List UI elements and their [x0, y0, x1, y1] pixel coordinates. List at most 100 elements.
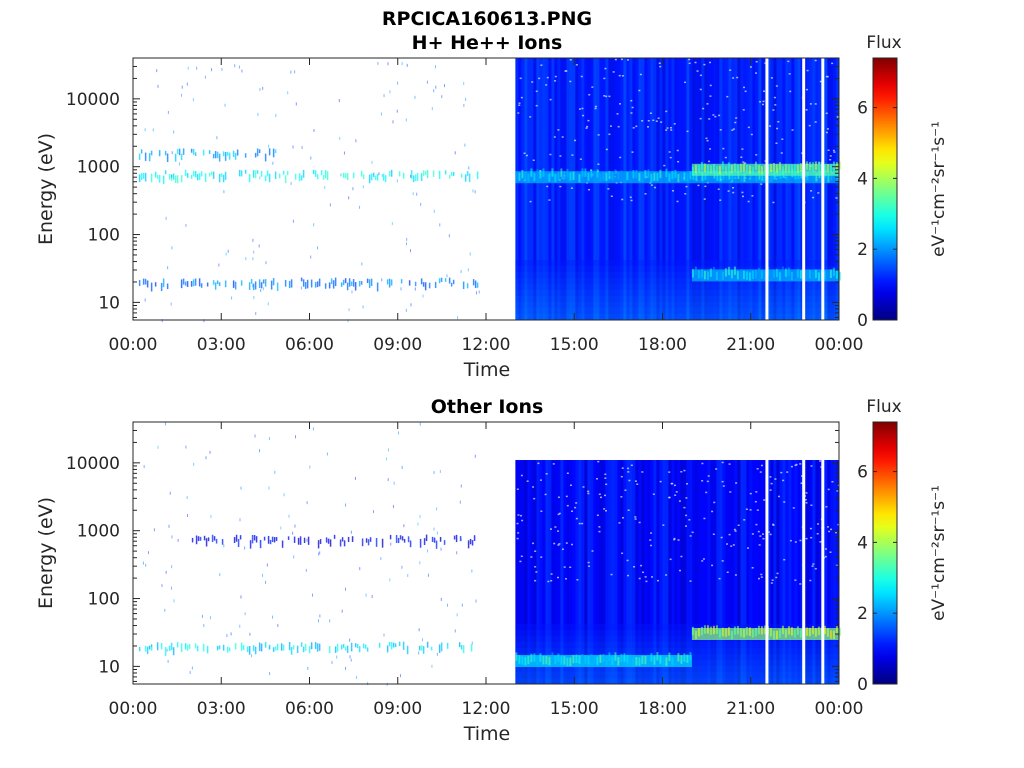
speckle	[626, 559, 629, 562]
speckle	[712, 114, 715, 116]
band-mark	[671, 170, 674, 180]
band-mark	[515, 652, 518, 661]
speckle	[626, 59, 629, 61]
band-mark	[252, 645, 255, 652]
band-mark	[273, 537, 276, 543]
band-mark	[518, 655, 521, 664]
scatter-mark	[348, 308, 350, 312]
band-mark	[324, 169, 327, 179]
band-mark	[314, 282, 317, 288]
data-streak	[668, 460, 672, 684]
band-mark	[290, 646, 293, 655]
band-mark	[719, 173, 722, 182]
speckle	[721, 480, 724, 483]
band-mark	[343, 540, 346, 547]
band-mark	[172, 173, 175, 180]
data-streak	[719, 58, 723, 320]
band-mark	[796, 626, 799, 635]
scatter-mark	[262, 573, 264, 577]
band-mark	[811, 162, 814, 171]
speckle	[718, 114, 721, 117]
scatter-mark	[224, 103, 226, 107]
band-mark	[424, 171, 427, 175]
scatter-mark	[329, 203, 331, 207]
band-mark	[216, 645, 219, 651]
speckle	[703, 198, 706, 200]
speckle	[569, 80, 572, 83]
speckle	[659, 480, 662, 483]
band-mark	[358, 280, 361, 287]
speckle	[619, 103, 622, 105]
speckle	[717, 188, 720, 190]
speckle	[576, 579, 579, 581]
speckle	[610, 195, 613, 198]
band-mark	[420, 173, 423, 182]
data-streak	[632, 58, 636, 320]
speckle	[810, 190, 813, 192]
data-streak	[791, 58, 795, 320]
scatter-mark	[268, 144, 270, 148]
speckle	[554, 80, 557, 82]
speckle	[795, 463, 798, 466]
scatter-mark	[436, 531, 438, 535]
speckle	[685, 514, 688, 517]
scatter-mark	[324, 185, 326, 189]
band-mark	[389, 534, 392, 540]
band-mark	[715, 271, 718, 281]
band-mark	[150, 282, 153, 292]
band-mark	[264, 175, 267, 182]
data-streak	[608, 58, 612, 320]
speckle	[604, 473, 607, 476]
band-mark	[150, 150, 153, 156]
speckle	[534, 550, 537, 552]
band-mark	[280, 643, 283, 651]
scatter-mark	[372, 510, 374, 514]
band-mark	[721, 271, 724, 280]
scatter-mark	[456, 551, 458, 555]
data-streak	[575, 58, 579, 320]
band-mark	[455, 534, 458, 543]
scatter-mark	[171, 174, 173, 178]
data-gap	[821, 422, 825, 684]
band-mark	[174, 175, 177, 183]
scatter-mark	[431, 664, 433, 668]
data-streak	[602, 460, 606, 684]
band-mark	[360, 170, 363, 177]
band-mark	[751, 166, 754, 175]
data-streak	[755, 460, 759, 684]
speckle	[719, 199, 722, 201]
band-mark	[793, 270, 796, 279]
band-mark	[208, 150, 211, 155]
band-mark	[832, 267, 835, 277]
band-mark	[325, 537, 328, 543]
scatter-mark	[461, 603, 463, 607]
speckle	[617, 125, 620, 128]
band-mark	[368, 279, 371, 289]
speckle	[517, 514, 520, 516]
band-mark	[431, 536, 434, 542]
band-mark	[316, 643, 319, 652]
band-mark	[191, 537, 194, 543]
band-mark	[647, 169, 650, 178]
speckle	[591, 86, 594, 88]
band-mark	[632, 169, 635, 179]
data-streak	[692, 58, 696, 320]
band-mark	[551, 652, 554, 661]
band-mark	[787, 164, 790, 174]
scatter-mark	[422, 638, 424, 642]
band-mark	[184, 281, 187, 286]
scatter-mark	[350, 530, 352, 534]
scatter-mark	[252, 257, 254, 261]
band-mark	[742, 163, 745, 172]
scatter-mark	[469, 252, 471, 256]
data-streak	[569, 58, 573, 320]
speckle	[828, 530, 831, 533]
data-streak	[617, 460, 621, 684]
band-mark	[703, 163, 706, 172]
scatter-mark	[305, 568, 307, 572]
data-streak	[650, 58, 654, 320]
scatter-mark	[331, 660, 333, 664]
data-streak	[623, 460, 627, 684]
speckle	[799, 463, 802, 465]
